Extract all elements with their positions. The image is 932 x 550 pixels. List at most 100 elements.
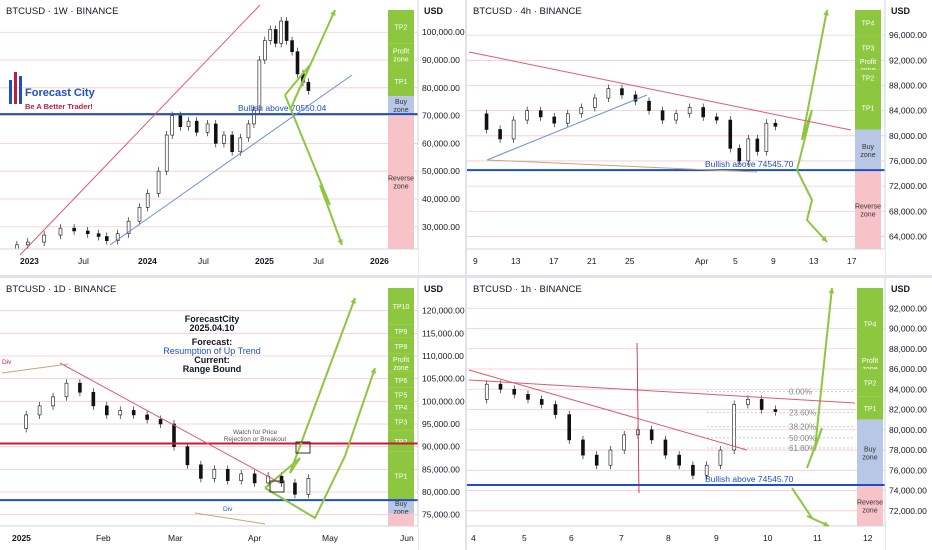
y-tick-label: 78,000.00 [889, 445, 927, 455]
time-axis-bg [467, 526, 885, 550]
weekly-chart-svg: TP2ProfitzoneTP1BuyzoneReversezoneBullis… [0, 0, 465, 275]
candle [257, 59, 262, 111]
current-text: Range Bound [183, 364, 242, 374]
currency-label: USD [891, 284, 911, 294]
zone-label: TP3 [395, 420, 408, 427]
zone-block [388, 324, 414, 338]
chart-title: BTCUSD · 4h · BINANCE [473, 6, 582, 17]
y-tick-label: 64,000.00 [889, 231, 927, 241]
candle [306, 81, 311, 91]
zone-block [857, 396, 883, 420]
zone-label: Buy [862, 144, 875, 151]
fib-label: 50.00% [789, 434, 816, 443]
forecast-arrow [796, 9, 828, 171]
x-tick-label: 10 [763, 533, 773, 543]
y-tick-label: 68,000.00 [889, 206, 927, 216]
candle [64, 382, 69, 398]
candle [238, 137, 243, 153]
candle [306, 478, 311, 495]
fib-label: 0.00% [789, 387, 812, 396]
candle [526, 394, 530, 400]
x-tick-label: 2026 [370, 256, 389, 266]
forecast-arrow [264, 297, 356, 489]
candle [691, 464, 695, 476]
zone-block [855, 85, 881, 130]
y-tick-label: 80,000.00 [889, 425, 927, 435]
divergence-line-bottom [194, 512, 266, 525]
logo-bar [19, 76, 22, 104]
forecast-arrow [791, 487, 830, 527]
candle [115, 233, 120, 241]
x-tick-label: 21 [587, 256, 597, 266]
candle [222, 134, 226, 144]
x-tick-label: 2023 [20, 256, 39, 266]
candle [649, 429, 654, 441]
y-tick-label: 72,000.00 [889, 181, 927, 191]
candle [620, 88, 624, 96]
x-tick-label: 9 [714, 533, 719, 543]
x-tick-label: Mar [168, 533, 183, 543]
x-tick-label: 2024 [138, 256, 157, 266]
candle [567, 414, 572, 441]
candle [273, 29, 278, 44]
candle [622, 434, 626, 451]
candle [185, 446, 190, 466]
chart-panel-weekly[interactable]: TP2 Profit zone TP1 Buy zone Reverse zone Bullis… [0, 0, 465, 275]
y-tick-label: 85,000.00 [422, 464, 460, 474]
zone-label: TP9 [395, 329, 408, 336]
x-tick-label: Feb [96, 533, 111, 543]
candle [85, 230, 90, 235]
chart-panel-4h[interactable]: TP4TP3ProfitzoneTP2TP1BuyzoneReversezone… [467, 0, 932, 275]
candle [145, 193, 150, 208]
4h-chart-svg: TP4TP3ProfitzoneTP2TP1BuyzoneReversezone… [467, 0, 932, 275]
level-label: Bullish above 70550.04 [238, 103, 327, 113]
candle [284, 20, 289, 41]
candle [728, 119, 733, 149]
watch-note: Rejection or Breakout [224, 436, 287, 443]
candle [606, 88, 611, 99]
candle [704, 464, 709, 476]
candle [24, 414, 28, 429]
candle [239, 473, 243, 481]
divergence-line [486, 159, 758, 173]
zone-block [855, 129, 881, 171]
candle [51, 396, 55, 407]
zone-block [857, 419, 883, 486]
y-tick-label: 74,000.00 [889, 486, 927, 496]
x-tick-label: Jun [400, 533, 414, 543]
candle [552, 116, 557, 124]
candle [156, 170, 161, 194]
currency-label: USD [424, 6, 444, 16]
zone-label: TP5 [395, 393, 408, 400]
trend-line-upper [59, 362, 281, 484]
logo-bar [9, 80, 12, 104]
chart-panel-daily[interactable]: TP10TP9TP8ProfitzoneTP6TP5TP4TP3TP2TP1Bu… [0, 278, 465, 550]
currency-label: USD [424, 284, 444, 294]
zone-label: zone [393, 107, 408, 114]
candle [674, 113, 678, 121]
zone-label: zone [862, 508, 877, 515]
candle [633, 94, 638, 102]
candle [525, 110, 529, 121]
logo-tagline: Be A Better Trader! [25, 102, 93, 111]
zone-block [388, 96, 414, 115]
candle [25, 241, 30, 246]
candle [498, 129, 502, 140]
y-tick-label: 40,000.00 [422, 194, 460, 204]
price-axis-bg [418, 0, 465, 275]
chart-title: BTCUSD · 1W · BINANCE [6, 6, 118, 17]
candle [290, 40, 294, 52]
fib-label: 61.80% [789, 444, 816, 453]
chart-panel-1h[interactable]: TP4ProfitzoneTP2TP1BuyzoneReversezoneBul… [467, 278, 932, 550]
x-tick-label: May [322, 533, 339, 543]
time-axis-bg [467, 249, 885, 275]
trend-line-lower [109, 74, 353, 246]
y-tick-label: 60,000.00 [422, 138, 460, 148]
candle [145, 414, 149, 420]
zone-label: zone [393, 365, 408, 372]
y-tick-label: 88,000.00 [889, 344, 927, 354]
candle [252, 473, 257, 484]
y-tick-label: 76,000.00 [889, 465, 927, 475]
zone-block [388, 371, 414, 388]
1h-chart-svg: TP4ProfitzoneTP2TP1BuyzoneReversezoneBul… [467, 278, 932, 550]
